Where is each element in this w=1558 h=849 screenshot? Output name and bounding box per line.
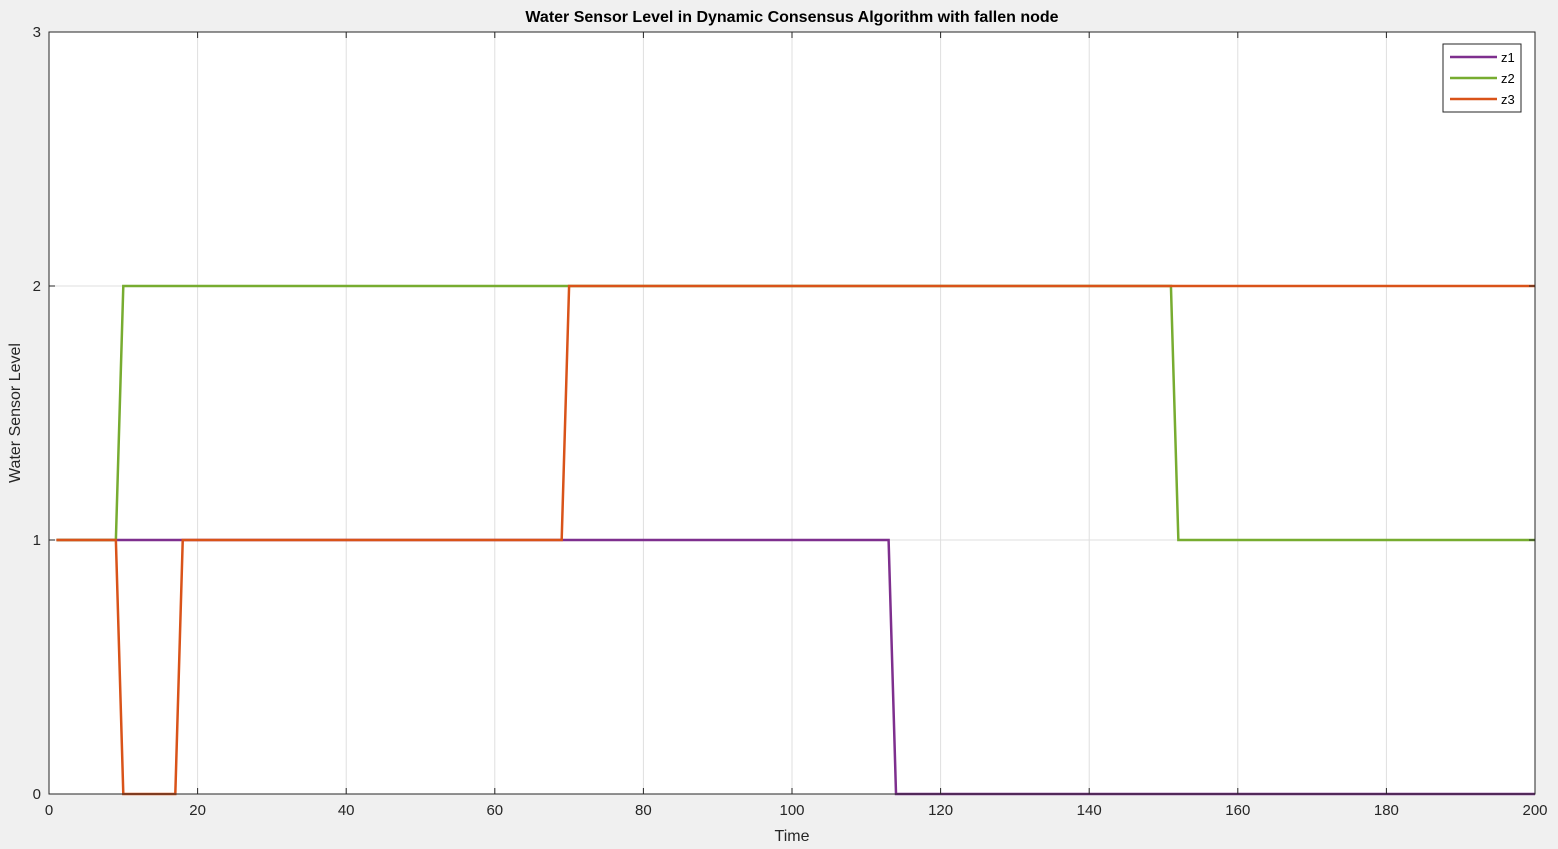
y-tick-label: 3 — [33, 24, 41, 41]
legend-label-z1: z1 — [1501, 50, 1515, 65]
x-axis-label: Time — [775, 828, 810, 845]
x-tick-label: 160 — [1225, 802, 1250, 819]
x-tick-label: 20 — [189, 802, 206, 819]
y-tick-label: 0 — [33, 786, 41, 803]
axis-ticks: 0 20 40 60 80 100 120 140 160 180 200 0 1 2 3 — [33, 24, 1548, 819]
y-tick-label: 1 — [33, 532, 41, 549]
x-tick-label: 200 — [1522, 802, 1547, 819]
series-line-z3 — [56, 284, 1535, 796]
x-tick-label: 40 — [338, 802, 355, 819]
x-tick-label: 120 — [928, 802, 953, 819]
x-tick-label: 180 — [1374, 802, 1399, 819]
x-tick-label: 0 — [45, 802, 53, 819]
y-tick-label: 2 — [33, 278, 41, 295]
x-tick-label: 140 — [1077, 802, 1102, 819]
legend-label-z3: z3 — [1501, 92, 1515, 107]
y-axis-label: Water Sensor Level — [7, 343, 24, 483]
x-tick-label: 100 — [779, 802, 804, 819]
chart-title: Water Sensor Level in Dynamic Consensus … — [525, 9, 1058, 26]
x-tick-label: 80 — [635, 802, 652, 819]
legend-label-z2: z2 — [1501, 71, 1515, 86]
legend: z1 z2 z3 — [1442, 43, 1522, 113]
x-tick-label: 60 — [486, 802, 503, 819]
